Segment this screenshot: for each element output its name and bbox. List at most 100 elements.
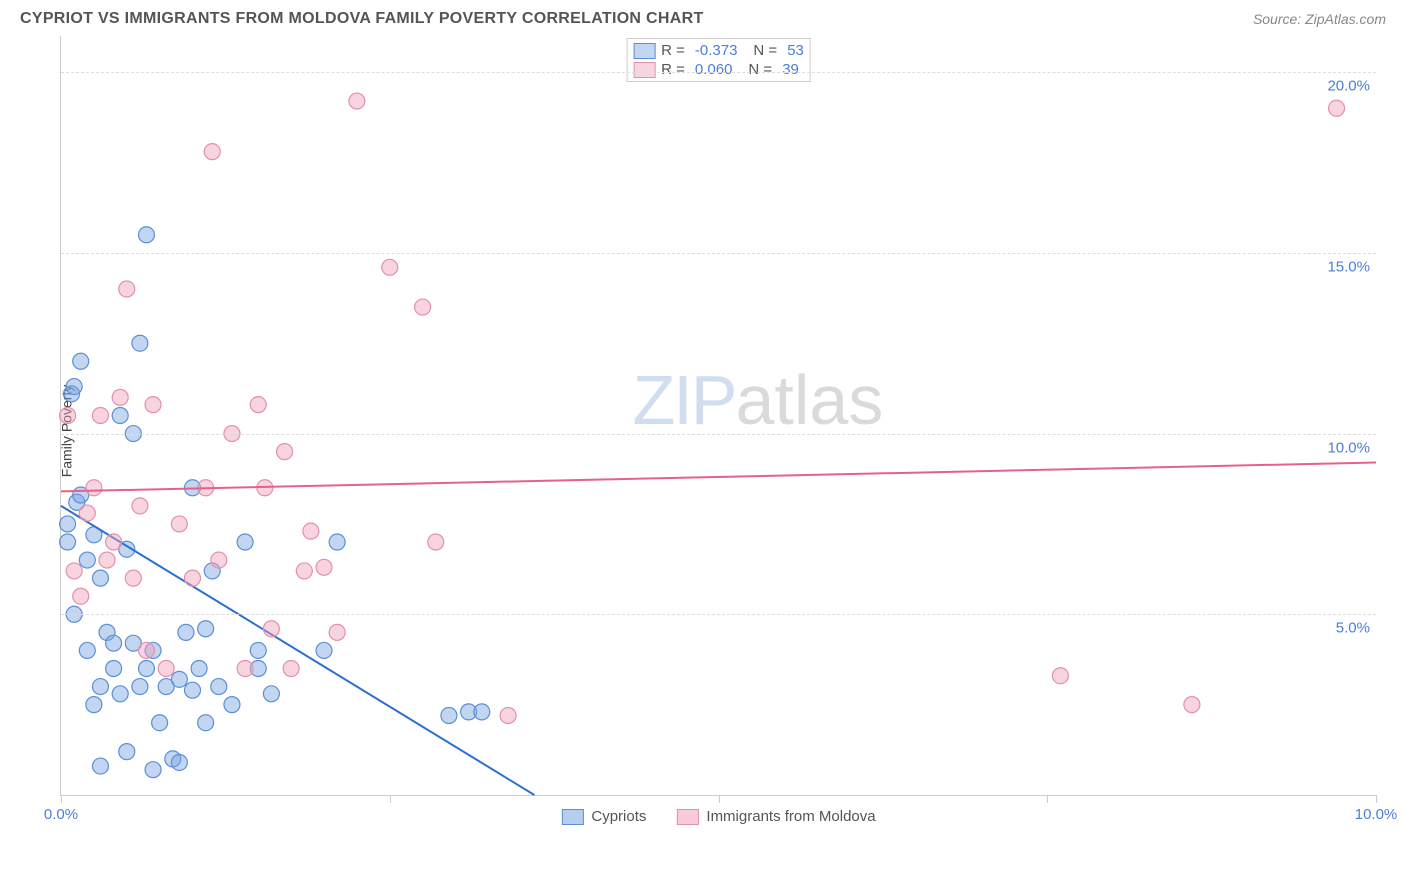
data-point [329, 624, 345, 640]
data-point [415, 299, 431, 315]
y-tick-label: 15.0% [1327, 258, 1370, 275]
x-tick [61, 795, 62, 803]
data-point [152, 715, 168, 731]
data-point [316, 559, 332, 575]
data-point [303, 523, 319, 539]
data-point [92, 570, 108, 586]
data-point [237, 534, 253, 550]
data-point [138, 642, 154, 658]
data-point [316, 642, 332, 658]
correlation-legend: R = -0.373 N = 53 R = 0.060 N = 39 [626, 38, 811, 82]
data-point [92, 679, 108, 695]
data-point [158, 661, 174, 677]
chart-title: CYPRIOT VS IMMIGRANTS FROM MOLDOVA FAMIL… [20, 10, 704, 28]
data-point [277, 444, 293, 460]
chart-container: Family Poverty ZIPatlas R = -0.373 N = 5… [60, 36, 1376, 826]
data-point [224, 697, 240, 713]
data-point [119, 281, 135, 297]
data-point [60, 516, 76, 532]
data-point [106, 635, 122, 651]
data-point [125, 570, 141, 586]
legend-n-value-1: 39 [782, 61, 799, 78]
legend-r-value-0: -0.373 [695, 42, 738, 59]
data-point [382, 259, 398, 275]
data-point [428, 534, 444, 550]
legend-n-label: N = [748, 61, 772, 78]
legend-label-cypriots: Cypriots [591, 808, 646, 825]
data-point [211, 679, 227, 695]
data-point [250, 642, 266, 658]
data-point [132, 335, 148, 351]
data-point [86, 480, 102, 496]
data-point [198, 715, 214, 731]
data-point [263, 686, 279, 702]
scatter-plot-svg [61, 36, 1376, 795]
chart-header: CYPRIOT VS IMMIGRANTS FROM MOLDOVA FAMIL… [10, 10, 1396, 36]
data-point [112, 686, 128, 702]
data-point [73, 588, 89, 604]
data-point [171, 516, 187, 532]
data-point [60, 408, 76, 424]
data-point [296, 563, 312, 579]
data-point [145, 397, 161, 413]
data-point [500, 707, 516, 723]
data-point [132, 679, 148, 695]
data-point [204, 144, 220, 160]
legend-row-moldova: R = 0.060 N = 39 [633, 60, 804, 79]
data-point [283, 661, 299, 677]
data-point [79, 505, 95, 521]
x-tick [1047, 795, 1048, 803]
gridline [61, 434, 1376, 435]
data-point [185, 570, 201, 586]
legend-n-value-0: 53 [787, 42, 804, 59]
x-tick-label: 10.0% [1355, 806, 1398, 823]
x-tick [719, 795, 720, 803]
data-point [171, 671, 187, 687]
data-point [112, 389, 128, 405]
data-point [263, 621, 279, 637]
series-legend: Cypriots Immigrants from Moldova [561, 808, 875, 825]
data-point [92, 758, 108, 774]
data-point [329, 534, 345, 550]
data-point [211, 552, 227, 568]
data-point [66, 379, 82, 395]
data-point [441, 707, 457, 723]
data-point [191, 661, 207, 677]
data-point [237, 661, 253, 677]
x-tick-label: 0.0% [44, 806, 78, 823]
data-point [145, 762, 161, 778]
swatch-cypriots [633, 43, 655, 59]
data-point [106, 661, 122, 677]
data-point [185, 682, 201, 698]
data-point [138, 227, 154, 243]
legend-r-value-1: 0.060 [695, 61, 733, 78]
data-point [1329, 100, 1345, 116]
data-point [178, 624, 194, 640]
trend-line [61, 462, 1376, 491]
data-point [250, 397, 266, 413]
swatch-moldova [676, 809, 698, 825]
data-point [349, 93, 365, 109]
x-tick [390, 795, 391, 803]
gridline [61, 72, 1376, 73]
swatch-cypriots [561, 809, 583, 825]
data-point [198, 621, 214, 637]
data-point [132, 498, 148, 514]
y-tick-label: 5.0% [1336, 620, 1370, 637]
data-point [112, 408, 128, 424]
data-point [79, 552, 95, 568]
legend-r-label: R = [661, 42, 685, 59]
legend-item-cypriots: Cypriots [561, 808, 646, 825]
y-tick-label: 10.0% [1327, 439, 1370, 456]
data-point [79, 642, 95, 658]
data-point [99, 552, 115, 568]
legend-r-label: R = [661, 61, 685, 78]
data-point [474, 704, 490, 720]
data-point [1052, 668, 1068, 684]
data-point [119, 744, 135, 760]
legend-label-moldova: Immigrants from Moldova [706, 808, 875, 825]
data-point [66, 563, 82, 579]
gridline [61, 614, 1376, 615]
y-tick-label: 20.0% [1327, 78, 1370, 95]
data-point [92, 408, 108, 424]
